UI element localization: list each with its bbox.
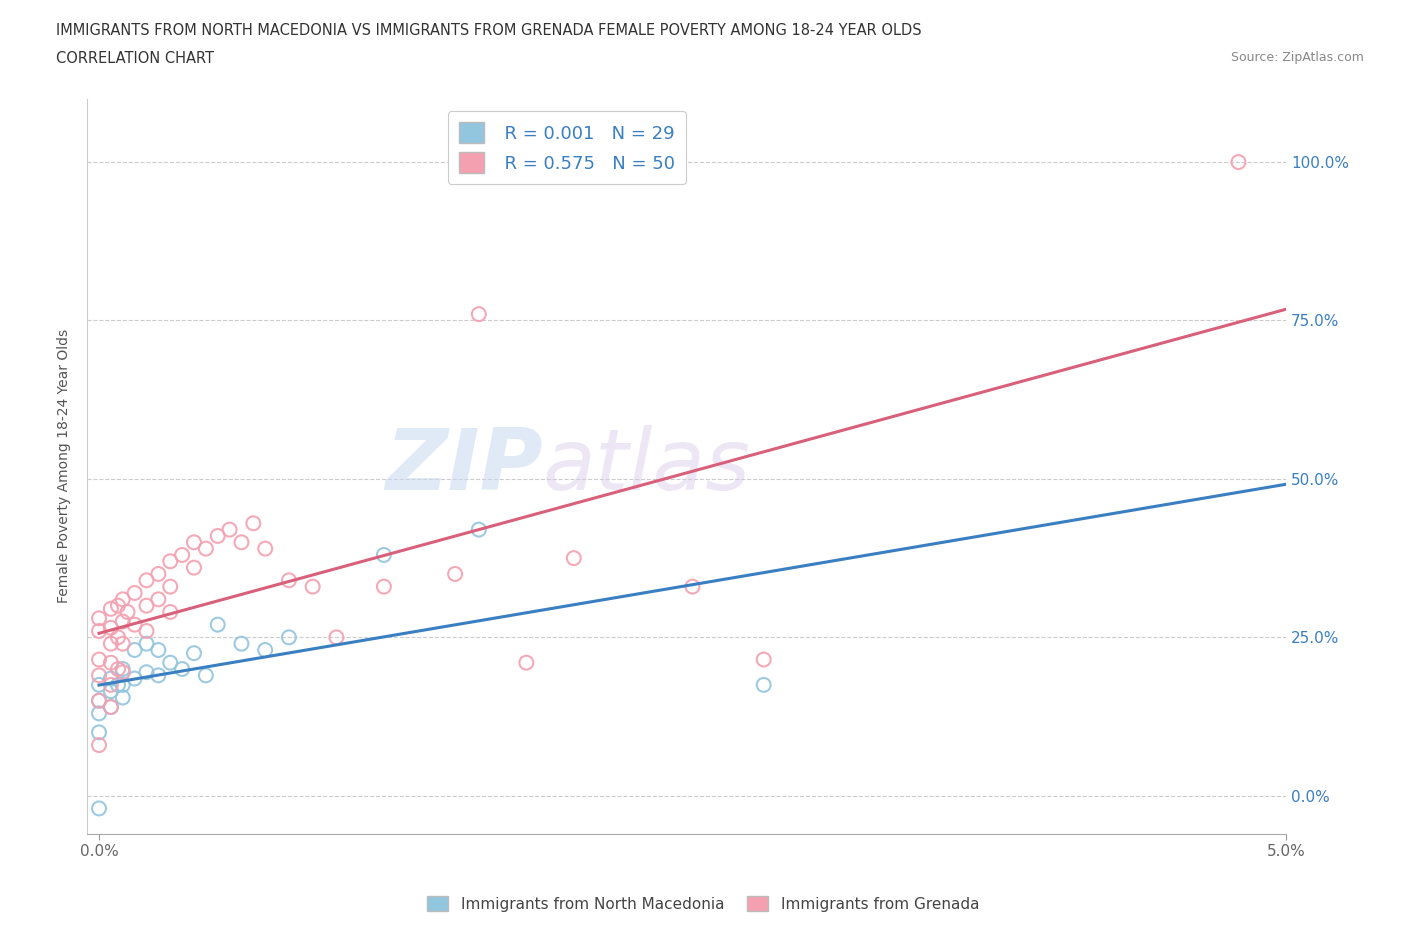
- Text: CORRELATION CHART: CORRELATION CHART: [56, 51, 214, 66]
- Point: [752, 677, 775, 692]
- Point: [148, 566, 170, 581]
- Point: [135, 623, 157, 638]
- Point: [231, 535, 253, 550]
- Text: Source: ZipAtlas.com: Source: ZipAtlas.com: [1230, 51, 1364, 64]
- Point: [100, 636, 122, 651]
- Point: [148, 591, 170, 606]
- Point: [87, 623, 110, 638]
- Point: [100, 602, 122, 617]
- Text: atlas: atlas: [543, 425, 751, 508]
- Point: [117, 604, 139, 619]
- Point: [468, 307, 491, 322]
- Point: [111, 614, 134, 629]
- Point: [254, 541, 277, 556]
- Point: [100, 684, 122, 698]
- Point: [682, 579, 704, 594]
- Point: [159, 579, 181, 594]
- Point: [111, 661, 134, 676]
- Point: [87, 737, 110, 752]
- Point: [100, 656, 122, 671]
- Point: [183, 560, 205, 575]
- Point: [107, 677, 129, 692]
- Point: [207, 618, 229, 632]
- Legend:   R = 0.001   N = 29,   R = 0.575   N = 50: R = 0.001 N = 29, R = 0.575 N = 50: [447, 112, 686, 184]
- Point: [124, 643, 146, 658]
- Point: [100, 671, 122, 686]
- Point: [373, 548, 395, 563]
- Point: [111, 591, 134, 606]
- Point: [135, 598, 157, 613]
- Point: [111, 677, 134, 692]
- Point: [218, 522, 240, 537]
- Point: [752, 652, 775, 667]
- Point: [301, 579, 323, 594]
- Point: [111, 636, 134, 651]
- Point: [124, 586, 146, 601]
- Text: IMMIGRANTS FROM NORTH MACEDONIA VS IMMIGRANTS FROM GRENADA FEMALE POVERTY AMONG : IMMIGRANTS FROM NORTH MACEDONIA VS IMMIG…: [56, 23, 922, 38]
- Point: [148, 668, 170, 683]
- Point: [87, 693, 110, 708]
- Point: [100, 677, 122, 692]
- Text: ZIP: ZIP: [385, 425, 543, 508]
- Point: [87, 668, 110, 683]
- Point: [87, 693, 110, 708]
- Point: [87, 725, 110, 740]
- Point: [194, 668, 217, 683]
- Point: [254, 643, 277, 658]
- Point: [111, 665, 134, 680]
- Point: [159, 656, 181, 671]
- Point: [277, 630, 299, 644]
- Point: [515, 656, 537, 671]
- Point: [135, 665, 157, 680]
- Legend: Immigrants from North Macedonia, Immigrants from Grenada: Immigrants from North Macedonia, Immigra…: [420, 889, 986, 918]
- Y-axis label: Female Poverty Among 18-24 Year Olds: Female Poverty Among 18-24 Year Olds: [58, 329, 72, 604]
- Point: [148, 643, 170, 658]
- Point: [107, 630, 129, 644]
- Point: [107, 661, 129, 676]
- Point: [194, 541, 217, 556]
- Point: [172, 548, 194, 563]
- Point: [124, 671, 146, 686]
- Point: [87, 677, 110, 692]
- Point: [159, 554, 181, 569]
- Point: [172, 661, 194, 676]
- Point: [562, 551, 585, 565]
- Point: [373, 579, 395, 594]
- Point: [242, 516, 264, 531]
- Point: [159, 604, 181, 619]
- Point: [183, 645, 205, 660]
- Point: [444, 566, 467, 581]
- Point: [100, 699, 122, 714]
- Point: [277, 573, 299, 588]
- Point: [111, 690, 134, 705]
- Point: [107, 598, 129, 613]
- Point: [87, 706, 110, 721]
- Point: [124, 618, 146, 632]
- Point: [183, 535, 205, 550]
- Point: [231, 636, 253, 651]
- Point: [135, 636, 157, 651]
- Point: [1227, 154, 1250, 169]
- Point: [87, 801, 110, 816]
- Point: [87, 611, 110, 626]
- Point: [87, 652, 110, 667]
- Point: [100, 620, 122, 635]
- Point: [325, 630, 347, 644]
- Point: [468, 522, 491, 537]
- Point: [207, 528, 229, 543]
- Point: [100, 699, 122, 714]
- Point: [135, 573, 157, 588]
